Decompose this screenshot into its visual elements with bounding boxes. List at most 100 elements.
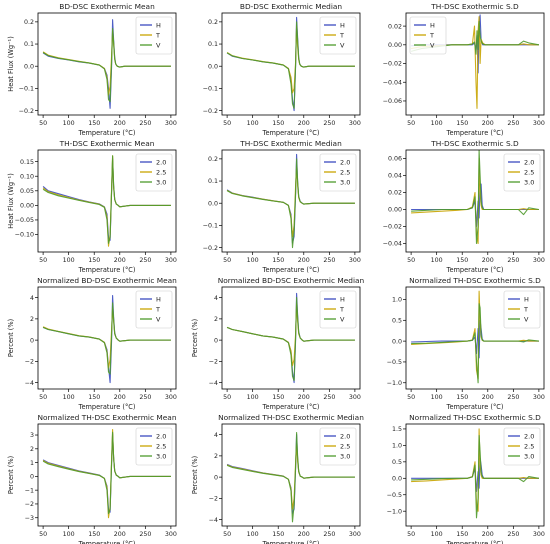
- legend-label: V: [430, 41, 435, 49]
- legend-label: H: [430, 21, 435, 29]
- x-tick-label: 250: [507, 257, 519, 264]
- x-axis-label: Temperature (°C): [446, 403, 504, 411]
- legend-label: 3.0: [340, 178, 350, 186]
- y-tick-label: 1.0: [392, 443, 402, 450]
- series-line-V: [42, 302, 171, 375]
- series-line-V: [410, 20, 540, 55]
- x-tick-label: 150: [456, 257, 468, 264]
- x-axis-label: Temperature (°C): [446, 540, 504, 544]
- x-tick-label: 100: [431, 120, 443, 127]
- x-tick-label: 50: [223, 394, 231, 401]
- x-tick-label: 100: [431, 394, 443, 401]
- y-tick-label: −4: [209, 517, 218, 524]
- x-tick-label: 150: [272, 531, 284, 538]
- legend-label: V: [156, 41, 161, 49]
- y-tick-label: 4: [30, 295, 34, 302]
- y-tick-label: 0.00: [388, 207, 402, 214]
- x-tick-label: 150: [456, 531, 468, 538]
- y-tick-label: −0.02: [383, 61, 402, 68]
- x-axis-label: Temperature (°C): [78, 129, 136, 137]
- y-tick-label: 0.05: [20, 188, 34, 195]
- y-tick-label: 0.2: [208, 156, 218, 163]
- x-axis-label: Temperature (°C): [262, 266, 320, 274]
- plot-frame: [221, 423, 361, 527]
- legend: HTV: [319, 290, 357, 329]
- x-axis-label: Temperature (°C): [446, 129, 504, 137]
- x-tick-label: 300: [533, 257, 545, 264]
- series-line-V: [226, 21, 355, 109]
- x-tick-label: 200: [298, 120, 310, 127]
- x-tick-label: 300: [349, 531, 361, 538]
- legend-label: T: [339, 31, 344, 39]
- legend: HTV: [319, 16, 357, 55]
- x-tick-label: 200: [482, 257, 494, 264]
- legend-label: T: [429, 31, 434, 39]
- y-tick-label: 0.02: [388, 190, 402, 197]
- series-line-3.0: [411, 434, 539, 519]
- chart-title: BD-DSC Exothermic Median: [240, 2, 343, 11]
- series-group: [226, 16, 355, 112]
- series-group: [411, 428, 539, 519]
- x-tick-label: 50: [223, 120, 231, 127]
- y-tick-label: 0.10: [20, 173, 34, 180]
- x-tick-label: 300: [349, 120, 361, 127]
- x-tick-label: 50: [223, 257, 231, 264]
- x-tick-label: 200: [114, 531, 126, 538]
- y-tick-label: 0.0: [208, 63, 218, 70]
- x-tick-label: 200: [114, 394, 126, 401]
- x-tick-label: 200: [114, 120, 126, 127]
- y-tick-label: −1.0: [387, 508, 402, 515]
- x-tick-label: 300: [165, 257, 177, 264]
- series-group: [226, 431, 355, 523]
- series-group: [42, 19, 171, 109]
- x-axis-label: Temperature (°C): [78, 540, 136, 544]
- y-tick-label: 0.15: [20, 159, 34, 166]
- legend: HTV: [135, 16, 173, 55]
- legend-label: 2.0: [524, 158, 534, 166]
- y-tick-label: 1: [30, 460, 34, 467]
- x-tick-label: 300: [349, 257, 361, 264]
- y-tick-label: −0.05: [15, 217, 34, 224]
- plot-frame: [405, 12, 545, 116]
- x-axis-label: Temperature (°C): [446, 266, 504, 274]
- legend: 2.0 2.5 3.0: [319, 153, 357, 192]
- plot-frame: [37, 149, 177, 253]
- y-axis-label: Heat Flux (Wg⁻¹): [7, 173, 15, 229]
- y-tick-label: 3: [30, 432, 34, 439]
- x-tick-label: 50: [407, 531, 415, 538]
- x-tick-label: 200: [298, 394, 310, 401]
- x-tick-label: 250: [323, 394, 335, 401]
- y-tick-label: 0.1: [208, 41, 218, 48]
- y-tick-label: 0: [214, 474, 218, 481]
- x-tick-label: 250: [323, 257, 335, 264]
- x-tick-label: 50: [223, 531, 231, 538]
- series-group: [42, 294, 171, 384]
- y-axis-label: Percent (%): [191, 319, 199, 357]
- legend-label: 2.5: [524, 442, 534, 450]
- y-tick-label: −0.2: [203, 108, 218, 115]
- plot-frame: [221, 12, 361, 116]
- y-axis-label: Percent (%): [7, 319, 15, 357]
- y-tick-label: −0.5: [387, 492, 402, 499]
- x-tick-label: 150: [272, 257, 284, 264]
- y-tick-label: 4: [214, 432, 218, 439]
- y-tick-label: 0.0: [24, 63, 34, 70]
- x-tick-label: 250: [139, 257, 151, 264]
- y-tick-label: 0.5: [392, 459, 402, 466]
- y-tick-label: 0.06: [388, 156, 402, 163]
- x-tick-label: 100: [247, 120, 259, 127]
- legend-label: 2.0: [524, 432, 534, 440]
- plot-frame: [405, 286, 545, 390]
- series-line-V: [42, 27, 171, 103]
- x-axis-label: Temperature (°C): [262, 540, 320, 544]
- y-tick-label: 0.00: [20, 203, 34, 210]
- x-tick-label: 50: [39, 257, 47, 264]
- x-tick-label: 250: [139, 531, 151, 538]
- y-tick-label: 1.5: [392, 426, 402, 433]
- y-tick-label: 0.02: [388, 23, 402, 30]
- series-group: [42, 155, 171, 247]
- x-tick-label: 100: [431, 531, 443, 538]
- chart-panel-12: Normalized TH-DSC Exothermic S.D 50 100 150…: [387, 413, 545, 544]
- x-axis-label: Temperature (°C): [262, 403, 320, 411]
- x-tick-label: 50: [407, 257, 415, 264]
